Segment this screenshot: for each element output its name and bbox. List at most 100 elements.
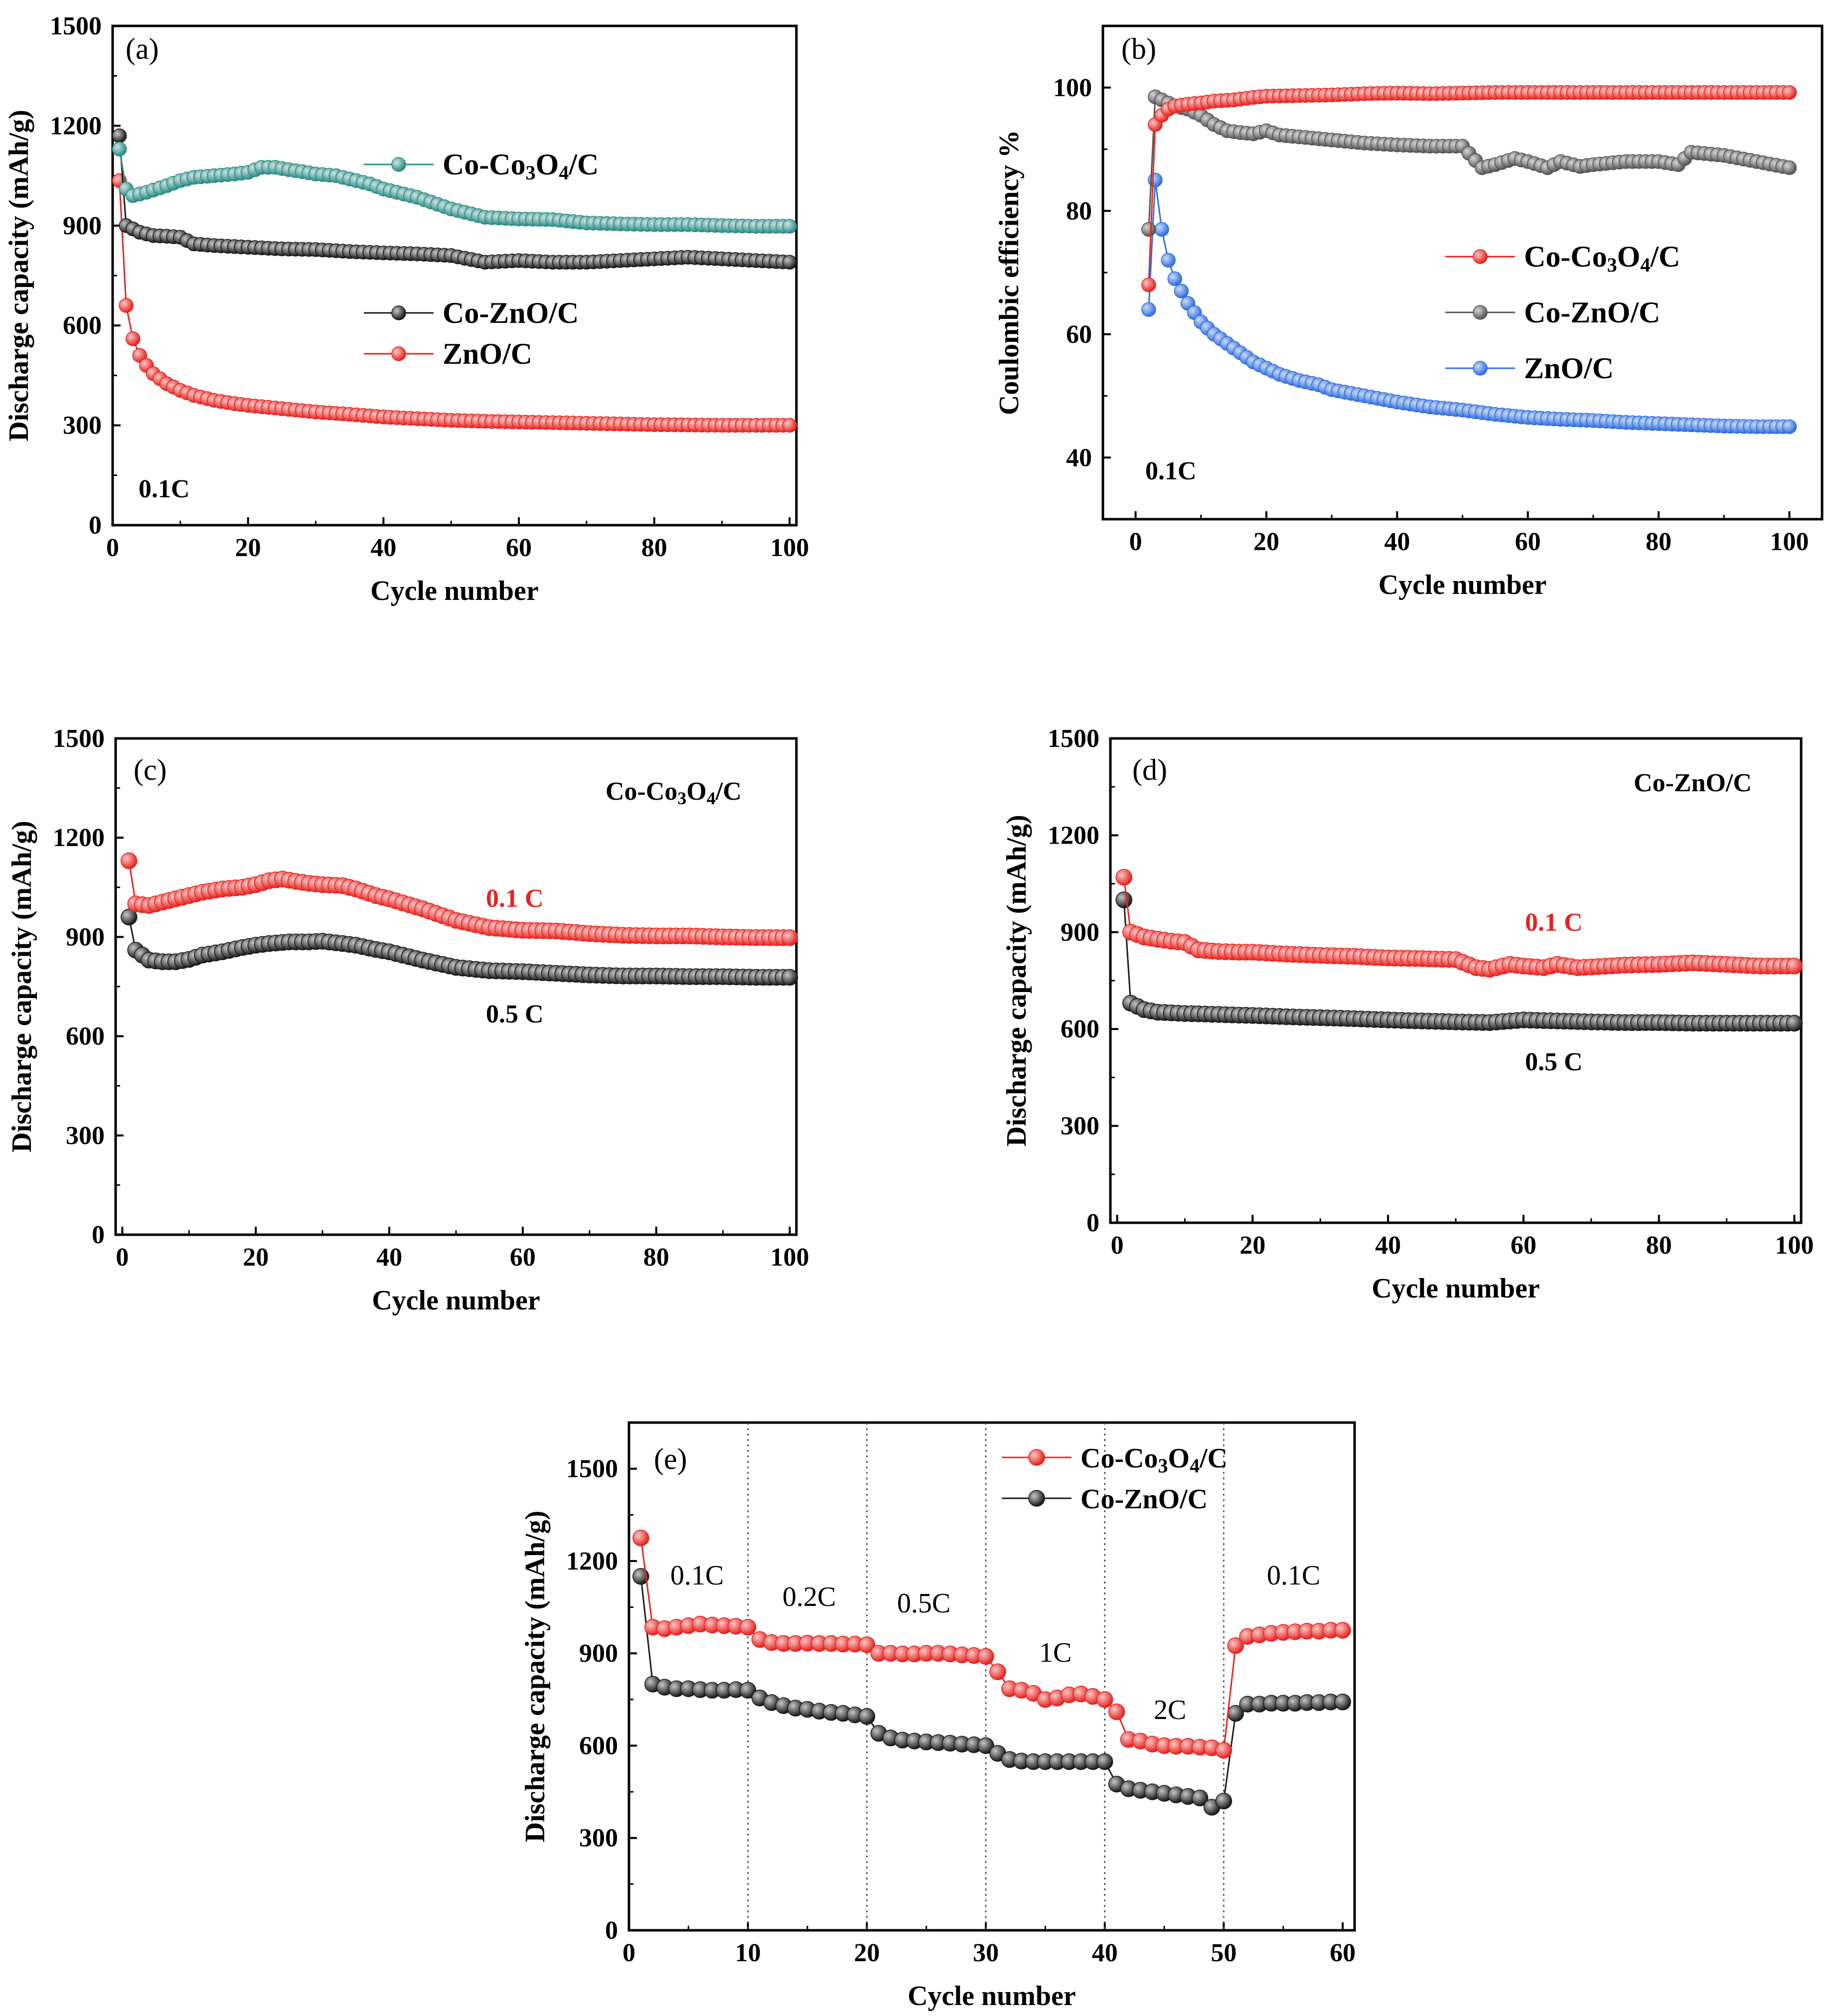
panel-e-rate-0.5C: 0.5C [897, 1588, 950, 1619]
x-tick-label: 0 [106, 534, 119, 562]
legend-label-part: ZnO/C [1524, 352, 1614, 385]
x-tick-label: 80 [1646, 1231, 1672, 1260]
y-tick-label: 300 [66, 1122, 105, 1150]
series-0-5-c [1115, 891, 1803, 1032]
x-tick-label: 60 [1515, 528, 1541, 556]
x-tick-label: 0 [622, 1939, 635, 1967]
plot-frame-e [627, 1421, 1356, 1932]
x-axis-label: Cycle number [370, 576, 539, 606]
panel-a-rate-annotation: 0.1C [139, 475, 190, 503]
x-tick-label: 80 [641, 534, 667, 562]
series-co-co3o4-c [1141, 85, 1797, 292]
data-point [1782, 419, 1797, 434]
y-tick-label: 600 [1061, 1015, 1099, 1043]
x-tick-label: 0 [1111, 1231, 1124, 1260]
series-0-1-c [1115, 868, 1803, 978]
legend-marker [1473, 305, 1488, 320]
data-point [112, 128, 127, 144]
y-tick-label: 100 [1053, 74, 1092, 102]
legend-b: Co-Co3O4/C Co-ZnO/C ZnO/C [1445, 240, 1680, 385]
data-point [782, 219, 797, 234]
y-tick-label: 40 [1066, 443, 1092, 472]
panel-e-rate-0.2C: 0.2C [782, 1582, 836, 1612]
x-tick-label: 0 [116, 1243, 129, 1272]
x-axis-label: Cycle number [1379, 570, 1547, 600]
x-tick-label: 60 [506, 534, 532, 562]
panel-e-rate-2C: 2C [1154, 1695, 1186, 1726]
legend-label: Co-ZnO/C [443, 296, 579, 329]
data-point [1141, 278, 1156, 292]
panel-e-rate-0.1C-first: 0.1C [670, 1560, 724, 1591]
y-tick-label: 0 [1086, 1209, 1099, 1237]
y-tick-label: 1500 [53, 724, 105, 753]
x-tick-label: 100 [1775, 1231, 1814, 1260]
y-tick-label: 1200 [50, 112, 102, 140]
y-axis-label: Discharge capacity (mAh/g) [1001, 815, 1032, 1147]
y-tick-label: 1200 [1048, 821, 1099, 850]
legend-label-part: /C [1650, 240, 1680, 273]
data-point [989, 1663, 1006, 1680]
x-tick-label: 60 [1511, 1231, 1536, 1260]
chart-b: 0 20 40 60 80 100 40 60 80 100 Cycle number Coulomb… [994, 24, 1824, 600]
legend-label: Co-Co3O4/C [1524, 240, 1680, 276]
series-co-zno-c [632, 1568, 1351, 1816]
y-axis-label: Discharge capacity (mAh/g) [520, 1511, 551, 1843]
data-point [121, 908, 138, 926]
data-point [119, 298, 134, 313]
panel-c-label: (c) [134, 753, 167, 786]
panel-c-title-part: O [686, 777, 706, 806]
legend-marker [391, 305, 406, 320]
y-tick-label: 300 [579, 1824, 618, 1853]
data-point [977, 1648, 994, 1665]
y-axis-label: Discharge capacity (mAh/g) [6, 821, 37, 1152]
x-tick-label: 80 [643, 1243, 669, 1272]
y-tick-label: 300 [63, 412, 102, 440]
panel-b: (b) 0.1C [1121, 32, 1197, 485]
series-co-zno-c [1141, 89, 1797, 237]
legend-marker [1028, 1490, 1045, 1507]
legend-label: Co-Co3O4/C [1080, 1443, 1228, 1477]
data-point [1782, 160, 1797, 175]
panel-d-label: (d) [1132, 753, 1167, 786]
panel-c-title-part: 3 [677, 788, 686, 808]
panel-a-label: (a) [126, 32, 159, 65]
legend-label-part: /C [568, 148, 599, 181]
series-line [1148, 180, 1790, 428]
panel-a: (a) 0.1C [126, 32, 190, 503]
panel-e-rate-1C: 1C [1039, 1637, 1072, 1668]
panel-c-title: Co-Co3O4/C [606, 777, 742, 808]
x-axis-label: Cycle number [1372, 1273, 1540, 1304]
data-point [1161, 253, 1176, 268]
x-tick-label: 20 [235, 534, 261, 562]
series-zno-c [112, 173, 797, 433]
plot-frame-c [114, 737, 798, 1236]
legend-label-part: 4 [1190, 1454, 1200, 1477]
legend-marker [391, 157, 406, 172]
data-point [1096, 1691, 1113, 1708]
data-point [977, 1737, 994, 1754]
y-tick-label: 600 [66, 1022, 105, 1051]
panel-d: (d) Co-ZnO/C 0.1 C 0.5 C [1132, 753, 1752, 1076]
data-point [781, 969, 798, 986]
panel-b-rate-annotation: 0.1C [1145, 457, 1197, 485]
data-point [1154, 222, 1169, 237]
x-tick-label: 40 [1092, 1939, 1118, 1967]
data-point [1167, 271, 1183, 287]
series-0-5-c [121, 908, 798, 986]
data-point [1141, 222, 1156, 237]
series-co-zno-c [112, 128, 797, 270]
legend-label: Co-ZnO/C [1080, 1484, 1208, 1515]
data-point [1108, 1703, 1125, 1721]
legend-label-part: Co-Co [1080, 1443, 1158, 1474]
legend-label: Co-ZnO/C [1524, 296, 1660, 329]
legend-a: Co-Co3O4/C Co-ZnO/C ZnO/C [364, 148, 599, 370]
data-point [1215, 1741, 1232, 1759]
legend-marker [391, 346, 406, 361]
x-tick-label: 30 [973, 1939, 999, 1967]
y-axis-label: Discharge capacity (mAh/g) [3, 110, 34, 441]
y-tick-label: 1500 [1048, 724, 1099, 753]
y-axis-label: Coulombic efficiency % [994, 130, 1025, 415]
y-tick-label: 1200 [53, 824, 105, 852]
data-point [858, 1636, 876, 1653]
